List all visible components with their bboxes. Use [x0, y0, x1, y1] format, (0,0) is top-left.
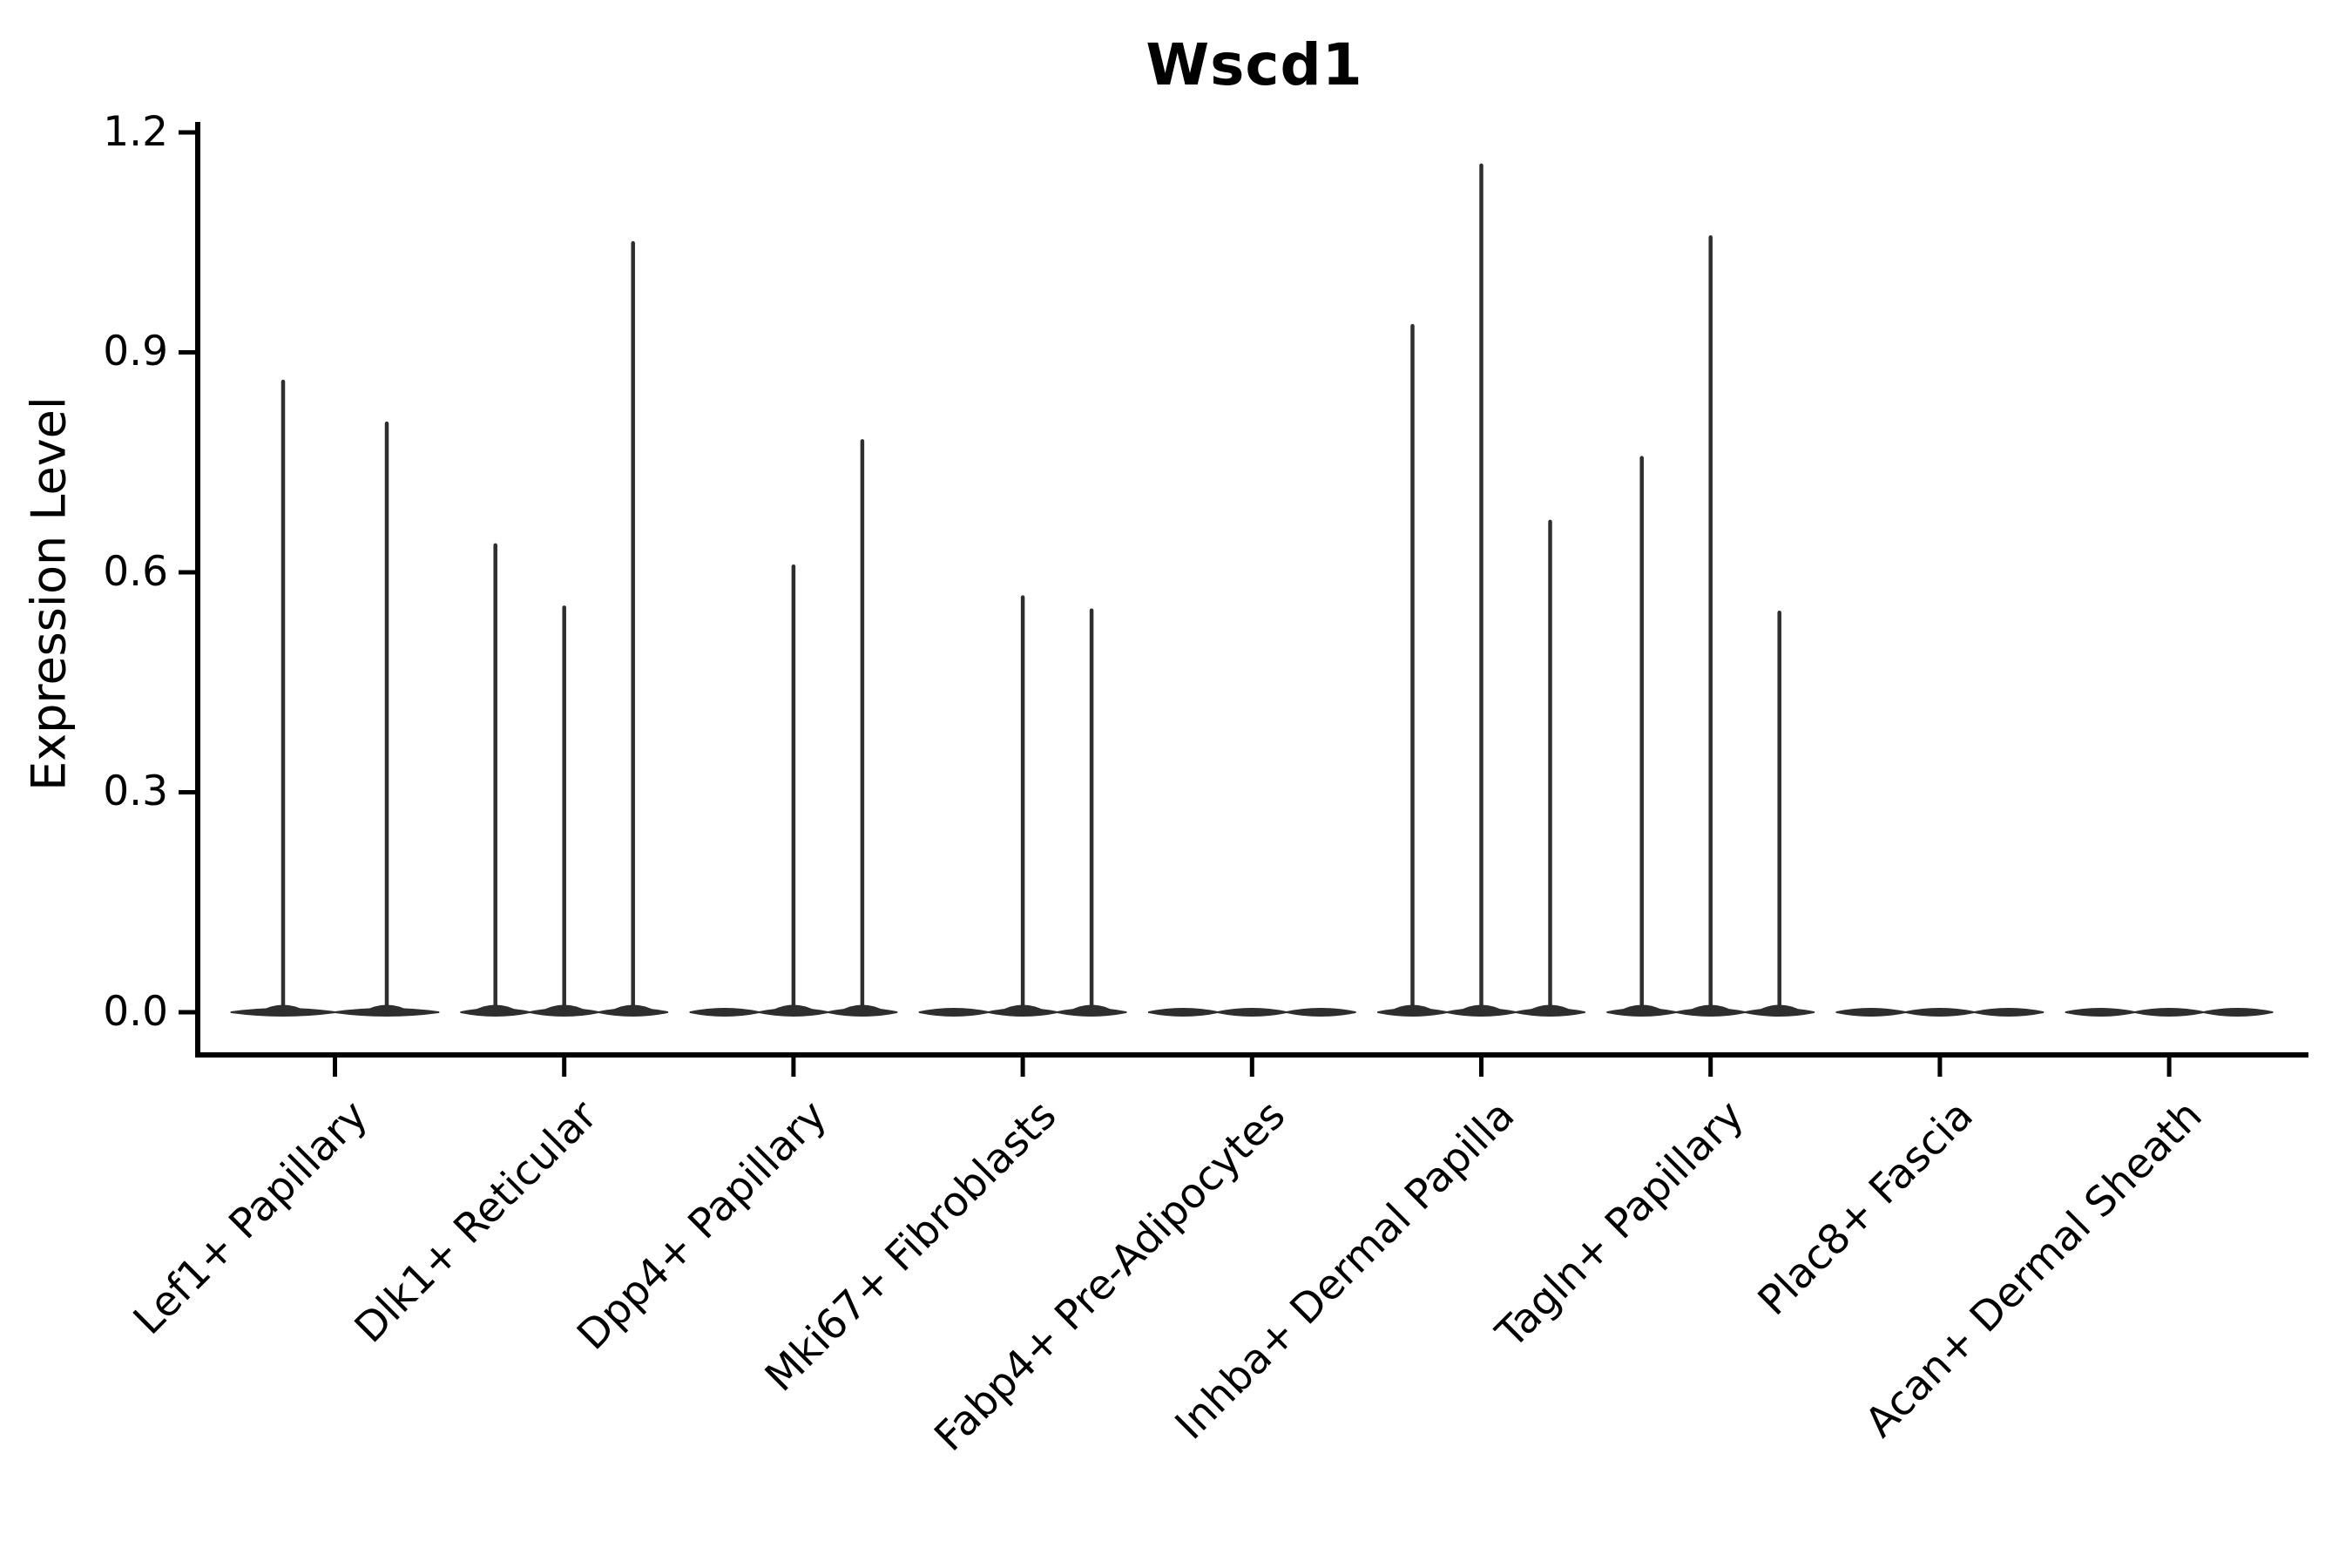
- y-tick-label: 1.2: [103, 107, 168, 156]
- y-tick-label: 0.9: [103, 328, 168, 376]
- violin-body: [1285, 1008, 1356, 1017]
- violin-body: [1147, 1008, 1219, 1017]
- violin-body: [2065, 1008, 2136, 1017]
- y-tick-label: 0.6: [103, 547, 168, 596]
- violin-body: [1835, 1008, 1907, 1017]
- chart-title: Wscd1: [1146, 31, 1363, 98]
- violin-body: [1973, 1008, 2044, 1017]
- y-tick-label: 0.3: [103, 767, 168, 816]
- violin-body: [2133, 1008, 2205, 1017]
- violin-body: [2202, 1008, 2274, 1017]
- violin-body: [918, 1008, 990, 1017]
- y-tick-label: 0.0: [103, 988, 168, 1036]
- violin-body: [1216, 1008, 1288, 1017]
- violin-body: [689, 1008, 760, 1017]
- violin-body: [1904, 1008, 1976, 1017]
